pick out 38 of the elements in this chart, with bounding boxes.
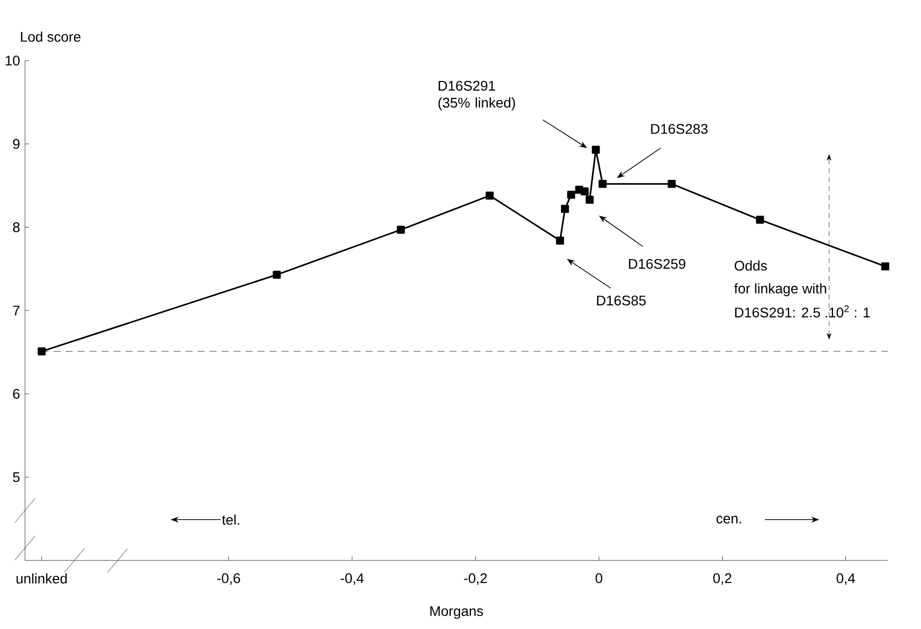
y-tick-label: 6	[13, 389, 20, 399]
point	[668, 180, 676, 188]
x-axis-title: Morgans	[430, 606, 483, 619]
x-tick-label: -0,2	[464, 573, 487, 585]
point	[598, 180, 607, 188]
annotation: D16S259	[628, 259, 686, 269]
y-tick-label: 5	[12, 472, 20, 482]
point	[560, 205, 569, 214]
x-tick-label: unlinked	[16, 573, 67, 584]
y-tick-label: 10	[6, 56, 20, 66]
point	[38, 347, 46, 356]
y-tick-label: 9	[13, 139, 20, 149]
y-tick-label: 8	[13, 222, 20, 232]
x-tick-label: -0,4	[340, 573, 364, 585]
x-tick-label: -0,6	[217, 573, 240, 585]
annotation: D16S85	[597, 296, 646, 306]
point	[567, 190, 576, 199]
point	[272, 270, 281, 279]
y-tick-label: 7	[13, 306, 20, 316]
point	[592, 146, 600, 154]
x-tick-label: 0,4	[836, 573, 856, 585]
annotation: D16S291: 2.5 .10$^{2}$ : 1	[735, 305, 870, 318]
point	[586, 196, 594, 204]
annotation: tel.	[222, 514, 240, 525]
point	[756, 216, 764, 224]
point	[486, 192, 494, 200]
annotation: cen.	[716, 516, 742, 524]
annotation: D16S291 (35% linked)	[438, 80, 515, 111]
annotation: D16S283	[651, 124, 708, 134]
annotation: Odds	[734, 260, 767, 271]
x-tick-label: 0,2	[713, 573, 732, 585]
point	[881, 262, 890, 270]
x-tick-label: 0	[596, 573, 602, 584]
point	[396, 226, 405, 234]
point	[556, 236, 564, 245]
point	[580, 188, 589, 196]
annotation: for linkage with	[734, 283, 826, 296]
y-axis-title: Lod score	[21, 32, 80, 42]
